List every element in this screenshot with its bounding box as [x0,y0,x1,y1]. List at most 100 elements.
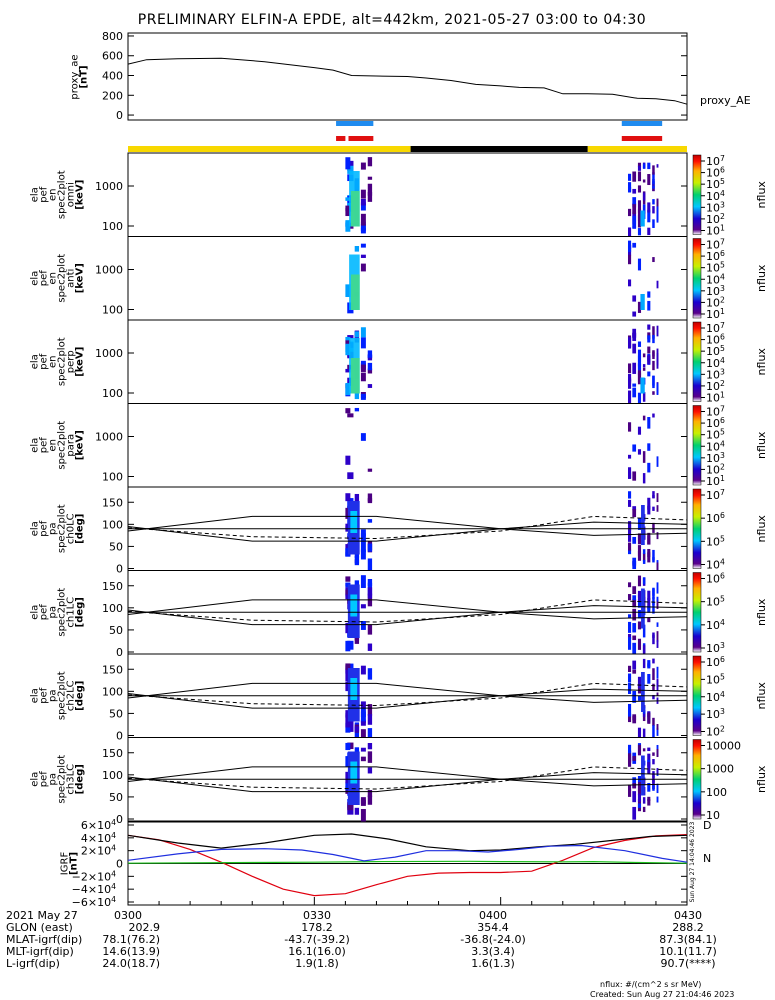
ylabel-line: ela [30,605,41,620]
flux-streak [627,499,632,507]
flux-streak [632,295,637,302]
flux-streak [647,505,651,515]
flux-streak [652,391,655,395]
time-axis-value: 16.1(16.0) [288,945,346,958]
flux-streak [642,748,646,752]
flux-streak [632,783,637,789]
ytick-label: 100 [102,304,123,317]
flux-streak [656,505,659,512]
flux-streak [656,796,659,803]
flux-streak [637,165,642,171]
igrf-series-2 [127,833,688,852]
time-axis-value: 0300 [114,909,142,922]
flux-streak [632,444,637,452]
spectrogram-panel-3: 1000100elapefenspec2plotperp[keV]1071061… [30,319,768,405]
flux-streak [656,631,659,643]
flux-streak [637,426,642,435]
flux-streak [637,517,642,530]
flux-streak [647,227,651,236]
dashed-loss-cone-line [127,682,688,707]
flux-streak [656,359,659,365]
colorbar-zlabel: nflux [755,598,768,626]
flux-streak [642,392,646,402]
flux-streak [632,387,637,398]
flux-streak [627,379,632,389]
sunlit-bar [128,146,411,152]
colorbar-tick-label: 102 [706,725,725,739]
flux-streak [367,751,373,763]
colorbar-tick-label: 107 [706,238,725,252]
flux-streak [637,363,642,376]
flux-streak [647,443,651,451]
flux-streak [345,208,351,217]
colorbar-tick-label: 106 [706,333,725,347]
time-axis-value: 354.4 [477,921,509,934]
flux-streak [627,422,632,432]
flux-streak [637,392,642,405]
flux-streak [632,595,637,601]
flux-streak [647,417,651,429]
flux-streak [642,728,646,741]
spectrogram-panels: 1000100elapefenspec2plotomni[keV]1071061… [30,152,768,826]
flux-streak [360,254,366,258]
side-timestamp: Sun Aug 27 14:04:46 2023 [689,822,696,903]
flux-streak [647,605,651,613]
flux-streak [652,206,655,214]
colorbar-tick-label: 104 [706,272,725,286]
ylabel-line: pa [48,773,59,785]
ytick-label: 0 [116,646,123,659]
flux-streak [360,621,366,630]
flux-streak [360,162,366,170]
time-axis-row-label: 2021 May 27 [6,909,78,922]
ytick-label: 150 [102,663,123,676]
flux-streak [360,213,366,226]
flux-streak [367,362,373,371]
flux-streak [627,637,632,650]
ylabel-line: pef [39,186,50,203]
time-axis-value: 1.9(1.8) [295,957,339,970]
flux-streak [367,728,373,741]
flux-streak [647,291,651,298]
flux-streak [360,604,366,609]
flux-core [350,678,358,700]
colorbar-tick-label: 107 [706,405,725,419]
ytick-label: 50 [109,624,123,637]
flux-core [350,358,360,394]
flux-streak [656,206,659,214]
colorbar [692,739,702,820]
fgm-zone-bar [621,136,663,141]
flux-streak [360,189,366,199]
flux-core [641,505,645,545]
ytick-label: 100 [102,685,123,698]
ytick-label: 100 [102,471,123,484]
flux-streak [627,614,632,619]
colorbar-tick-label: 102 [706,379,725,393]
flux-streak [360,721,366,726]
ylabel-line: [keV] [75,263,86,293]
loss-cone-line [127,766,688,782]
flux-streak [354,807,360,815]
flux-streak [627,549,632,555]
ylabel-line: spec2plot [57,170,68,219]
flux-streak [637,341,642,347]
units-note: nflux: #/(cm^2 s sr MeV) [600,980,701,989]
flux-streak [632,362,637,374]
flux-streak [345,715,351,728]
flux-streak [647,202,651,213]
flux-streak [627,182,632,192]
flux-streak [345,339,351,346]
flux-streak [652,771,655,783]
flux-streak [360,228,366,234]
flux-streak [652,694,655,700]
ytick-label: 1000 [95,264,123,277]
colorbar-tick-label: 106 [706,166,725,180]
spectrogram-panel-1: 1000100elapefenspec2plotomni[keV]1071061… [30,152,768,241]
flux-streak [360,575,366,588]
ylabel-line: proxy_ae [70,54,81,99]
flux-streak [656,768,659,774]
flux-streak [637,545,642,557]
flux-streak [627,789,632,797]
colorbar-tick-label: 105 [706,344,725,358]
flux-streak [647,597,651,610]
